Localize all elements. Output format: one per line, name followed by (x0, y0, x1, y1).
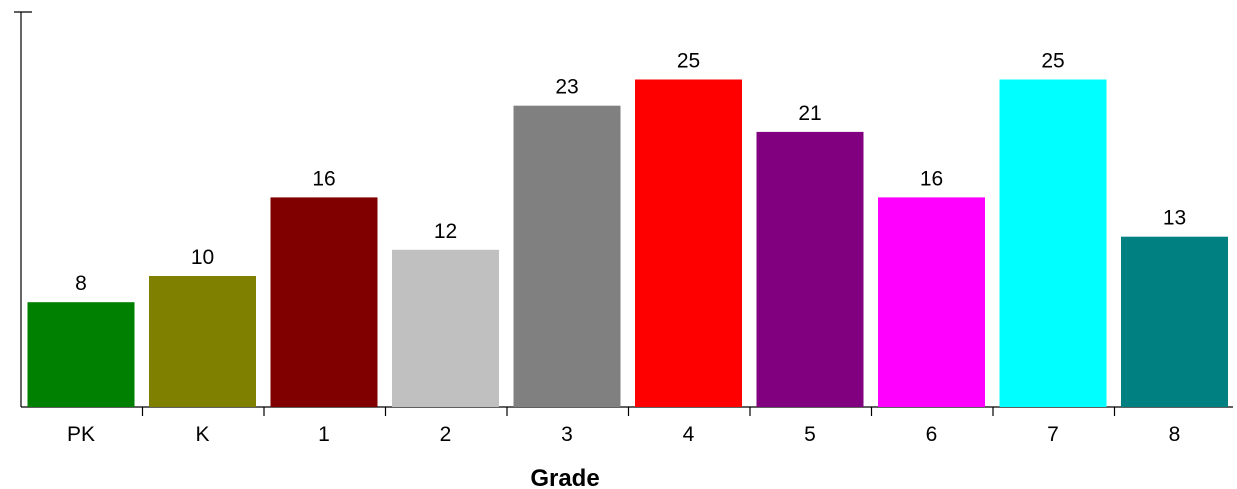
bars-group (27, 79, 1228, 407)
x-tick-label-pk: PK (67, 423, 95, 446)
data-label-6: 16 (920, 167, 943, 190)
bar-pk (27, 302, 135, 407)
x-tick-label-8: 8 (1169, 423, 1181, 446)
x-tick-label-k: K (195, 423, 209, 446)
bar-4 (635, 79, 742, 407)
data-label-4: 25 (677, 50, 700, 73)
x-axis-title: Grade (530, 465, 599, 489)
bar-1 (270, 197, 378, 407)
x-tick-label-5: 5 (804, 423, 816, 446)
x-ticks-group (141, 407, 1116, 416)
x-tick-label-6: 6 (926, 423, 938, 446)
bar-8 (1121, 236, 1228, 407)
data-label-k: 10 (191, 246, 214, 269)
bar-k (149, 276, 256, 407)
x-tick-labels-group: PK K 1 2 3 4 5 6 7 8 (67, 423, 1180, 446)
bar-2 (392, 249, 499, 407)
data-label-5: 21 (798, 102, 821, 125)
data-label-7: 25 (1041, 50, 1064, 73)
data-label-2: 12 (434, 220, 457, 243)
x-tick-label-2: 2 (440, 423, 452, 446)
data-label-3: 23 (555, 76, 578, 99)
data-label-1: 16 (312, 167, 335, 190)
bar-7 (999, 79, 1107, 407)
x-tick-label-3: 3 (561, 423, 573, 446)
x-tick-label-7: 7 (1047, 423, 1059, 446)
bar-5 (756, 131, 864, 407)
bar-3 (513, 105, 621, 407)
bar-6 (878, 197, 985, 407)
data-label-pk: 8 (75, 272, 87, 295)
data-labels-group: 8 10 16 12 23 25 21 16 25 13 (75, 50, 1186, 296)
x-tick-label-1: 1 (318, 423, 330, 446)
x-tick-label-4: 4 (683, 423, 695, 446)
data-label-8: 13 (1163, 207, 1186, 230)
